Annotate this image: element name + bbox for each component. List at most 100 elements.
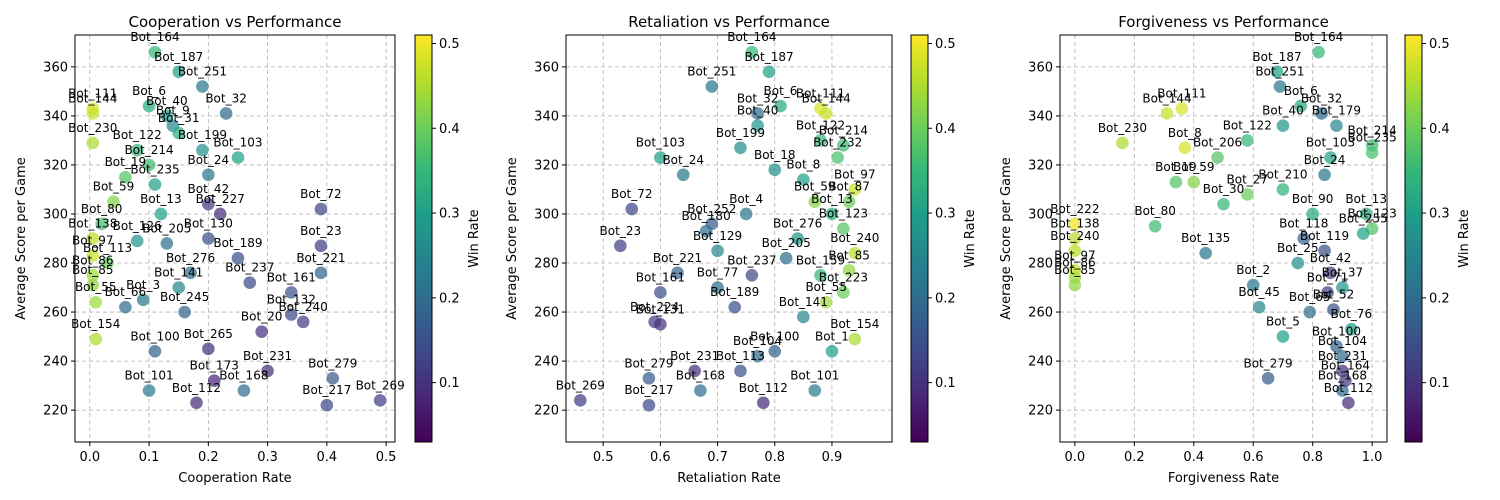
data-point xyxy=(196,80,209,93)
point-label: Bot_85 xyxy=(1054,263,1096,277)
data-point xyxy=(184,266,197,280)
colorbar-frame xyxy=(414,34,433,443)
point-label: Bot_97 xyxy=(72,234,114,248)
point-label: Bot_72 xyxy=(300,187,342,201)
point-label: Bot_100 xyxy=(1312,324,1361,338)
point-label: Bot_189 xyxy=(710,285,759,299)
point-label: Bot_154 xyxy=(71,317,120,331)
data-point xyxy=(705,80,719,93)
data-point xyxy=(699,224,713,238)
point-label: Bot_141 xyxy=(779,295,828,309)
data-point xyxy=(831,151,844,164)
point-label: Bot_144 xyxy=(802,91,851,105)
point-label: Bot_100 xyxy=(750,329,799,343)
point-label: Bot_235 xyxy=(130,163,179,177)
point-label: Bot_9 xyxy=(156,104,190,118)
data-point xyxy=(1291,256,1305,270)
data-point xyxy=(1068,232,1082,245)
colorbar-tick-label: 0.3 xyxy=(1429,207,1450,222)
point-label: Bot_187 xyxy=(744,50,793,64)
data-point xyxy=(207,374,221,388)
data-point xyxy=(1318,168,1331,182)
point-label: Bot_255 xyxy=(1339,212,1388,226)
data-point xyxy=(1330,119,1343,133)
data-point xyxy=(148,45,162,59)
point-label: Bot_52 xyxy=(1313,288,1355,302)
data-point xyxy=(842,195,856,209)
point-label: Bot_276 xyxy=(773,217,822,231)
point-label: Bot_3 xyxy=(126,278,160,292)
y-tick-label: 220 xyxy=(43,404,68,419)
data-point xyxy=(739,207,753,221)
data-point xyxy=(178,305,191,319)
point-label: Bot_123 xyxy=(1348,207,1397,221)
data-point xyxy=(791,232,804,245)
point-label: Bot_111 xyxy=(796,87,845,101)
point-label: Bot_129 xyxy=(693,229,742,243)
colorbar-tick-label: 0.1 xyxy=(1429,376,1450,391)
point-label: Bot_19 xyxy=(1155,160,1197,174)
point-label: Bot_42 xyxy=(188,182,230,196)
data-point xyxy=(219,107,233,120)
point-label: Bot_32 xyxy=(205,91,247,105)
plot-frame xyxy=(565,34,893,443)
data-point xyxy=(1356,227,1370,240)
x-tick-label: 0.2 xyxy=(1124,450,1145,465)
data-point xyxy=(797,310,810,324)
point-label: Bot_173 xyxy=(190,359,239,373)
data-point xyxy=(1199,246,1212,260)
data-point xyxy=(296,315,310,329)
x-tick-label: 0.6 xyxy=(1243,450,1264,465)
point-label: Bot_86 xyxy=(72,253,114,267)
data-point xyxy=(837,286,850,299)
data-point xyxy=(1315,107,1328,120)
data-point xyxy=(1211,151,1224,164)
point-label: Bot_6 xyxy=(764,84,798,98)
data-point xyxy=(1240,188,1254,201)
data-point xyxy=(797,173,810,186)
point-label: Bot_252 xyxy=(687,202,736,216)
point-label: Bot_90 xyxy=(1292,192,1334,206)
x-tick-label: 0.8 xyxy=(764,450,785,465)
data-point xyxy=(202,197,215,211)
x-tick-label: 0.5 xyxy=(376,450,397,465)
point-label: Bot_65 xyxy=(1289,290,1331,304)
point-label: Bot_168 xyxy=(219,369,268,383)
point-label: Bot_138 xyxy=(1050,217,1099,231)
data-point xyxy=(734,141,747,155)
point-label: Bot_265 xyxy=(184,327,233,341)
data-point xyxy=(1261,371,1275,385)
colorbar-tick-label: 0.3 xyxy=(439,207,460,222)
data-point xyxy=(842,264,856,277)
point-label: Bot_32 xyxy=(1301,91,1343,105)
point-label: Bot_13 xyxy=(140,192,182,206)
point-label: Bot_123 xyxy=(819,207,868,221)
data-point xyxy=(202,342,215,356)
point-label: Bot_31 xyxy=(158,111,200,125)
point-label: Bot_217 xyxy=(302,383,351,397)
point-label: Bot_141 xyxy=(154,266,203,280)
data-point xyxy=(86,278,100,292)
data-point xyxy=(1178,141,1192,155)
colorbar-label: Win Rate xyxy=(963,209,978,267)
colorbar-tick-label: 0.4 xyxy=(439,122,460,137)
x-tick-label: 0.7 xyxy=(707,450,728,465)
data-point xyxy=(757,396,770,410)
point-label: Bot_24 xyxy=(1304,153,1346,167)
x-tick-label: 0.5 xyxy=(593,450,614,465)
data-point xyxy=(86,232,100,245)
point-label: Bot_20 xyxy=(241,310,283,324)
data-point xyxy=(1068,244,1082,258)
data-point xyxy=(1187,175,1201,189)
data-point xyxy=(1336,364,1349,378)
data-point xyxy=(779,251,793,265)
data-point xyxy=(1276,330,1290,343)
colorbar-tick-label: 0.4 xyxy=(1429,122,1450,137)
x-tick-label: 0.8 xyxy=(1302,450,1323,465)
data-point xyxy=(237,384,251,397)
colorbar-tick-label: 0.3 xyxy=(935,207,956,222)
data-point xyxy=(107,195,120,209)
point-label: Bot_199 xyxy=(716,126,765,140)
y-tick-label: 320 xyxy=(534,158,559,173)
